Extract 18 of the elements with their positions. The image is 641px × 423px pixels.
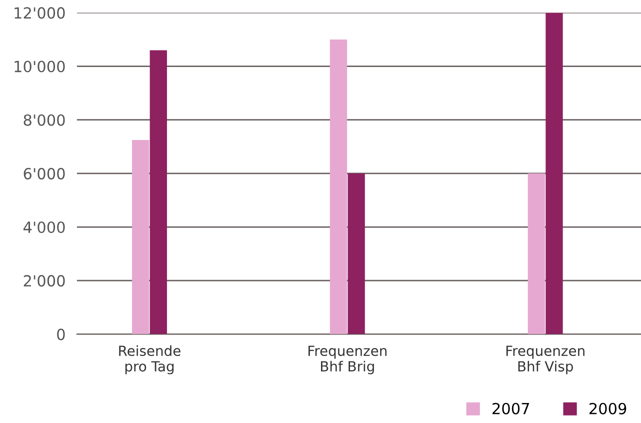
y-tick-label: 6'000 <box>24 168 65 180</box>
y-tick-label: 8'000 <box>24 114 65 126</box>
bar <box>348 173 365 334</box>
x-tick-label: Reisende pro Tag <box>119 345 180 374</box>
y-tick-label: 4'000 <box>23 221 65 234</box>
x-tick-label: Frequenzen Bhf Brig <box>308 346 386 374</box>
y-tick-label: 10'000 <box>14 60 65 72</box>
bar <box>150 50 167 334</box>
bar <box>528 173 546 334</box>
bar <box>330 39 348 334</box>
y-tick-label: 0 <box>57 328 65 340</box>
x-tick-label: Frequenzen Bhf Visp <box>506 346 584 374</box>
y-tick-label: 12'000 <box>14 7 65 19</box>
y-tick-label: 2'000 <box>24 275 65 287</box>
bar <box>546 12 563 334</box>
legend-label: 2009 <box>589 402 626 414</box>
legend-label: 2007 <box>492 402 530 414</box>
bar <box>132 140 150 334</box>
